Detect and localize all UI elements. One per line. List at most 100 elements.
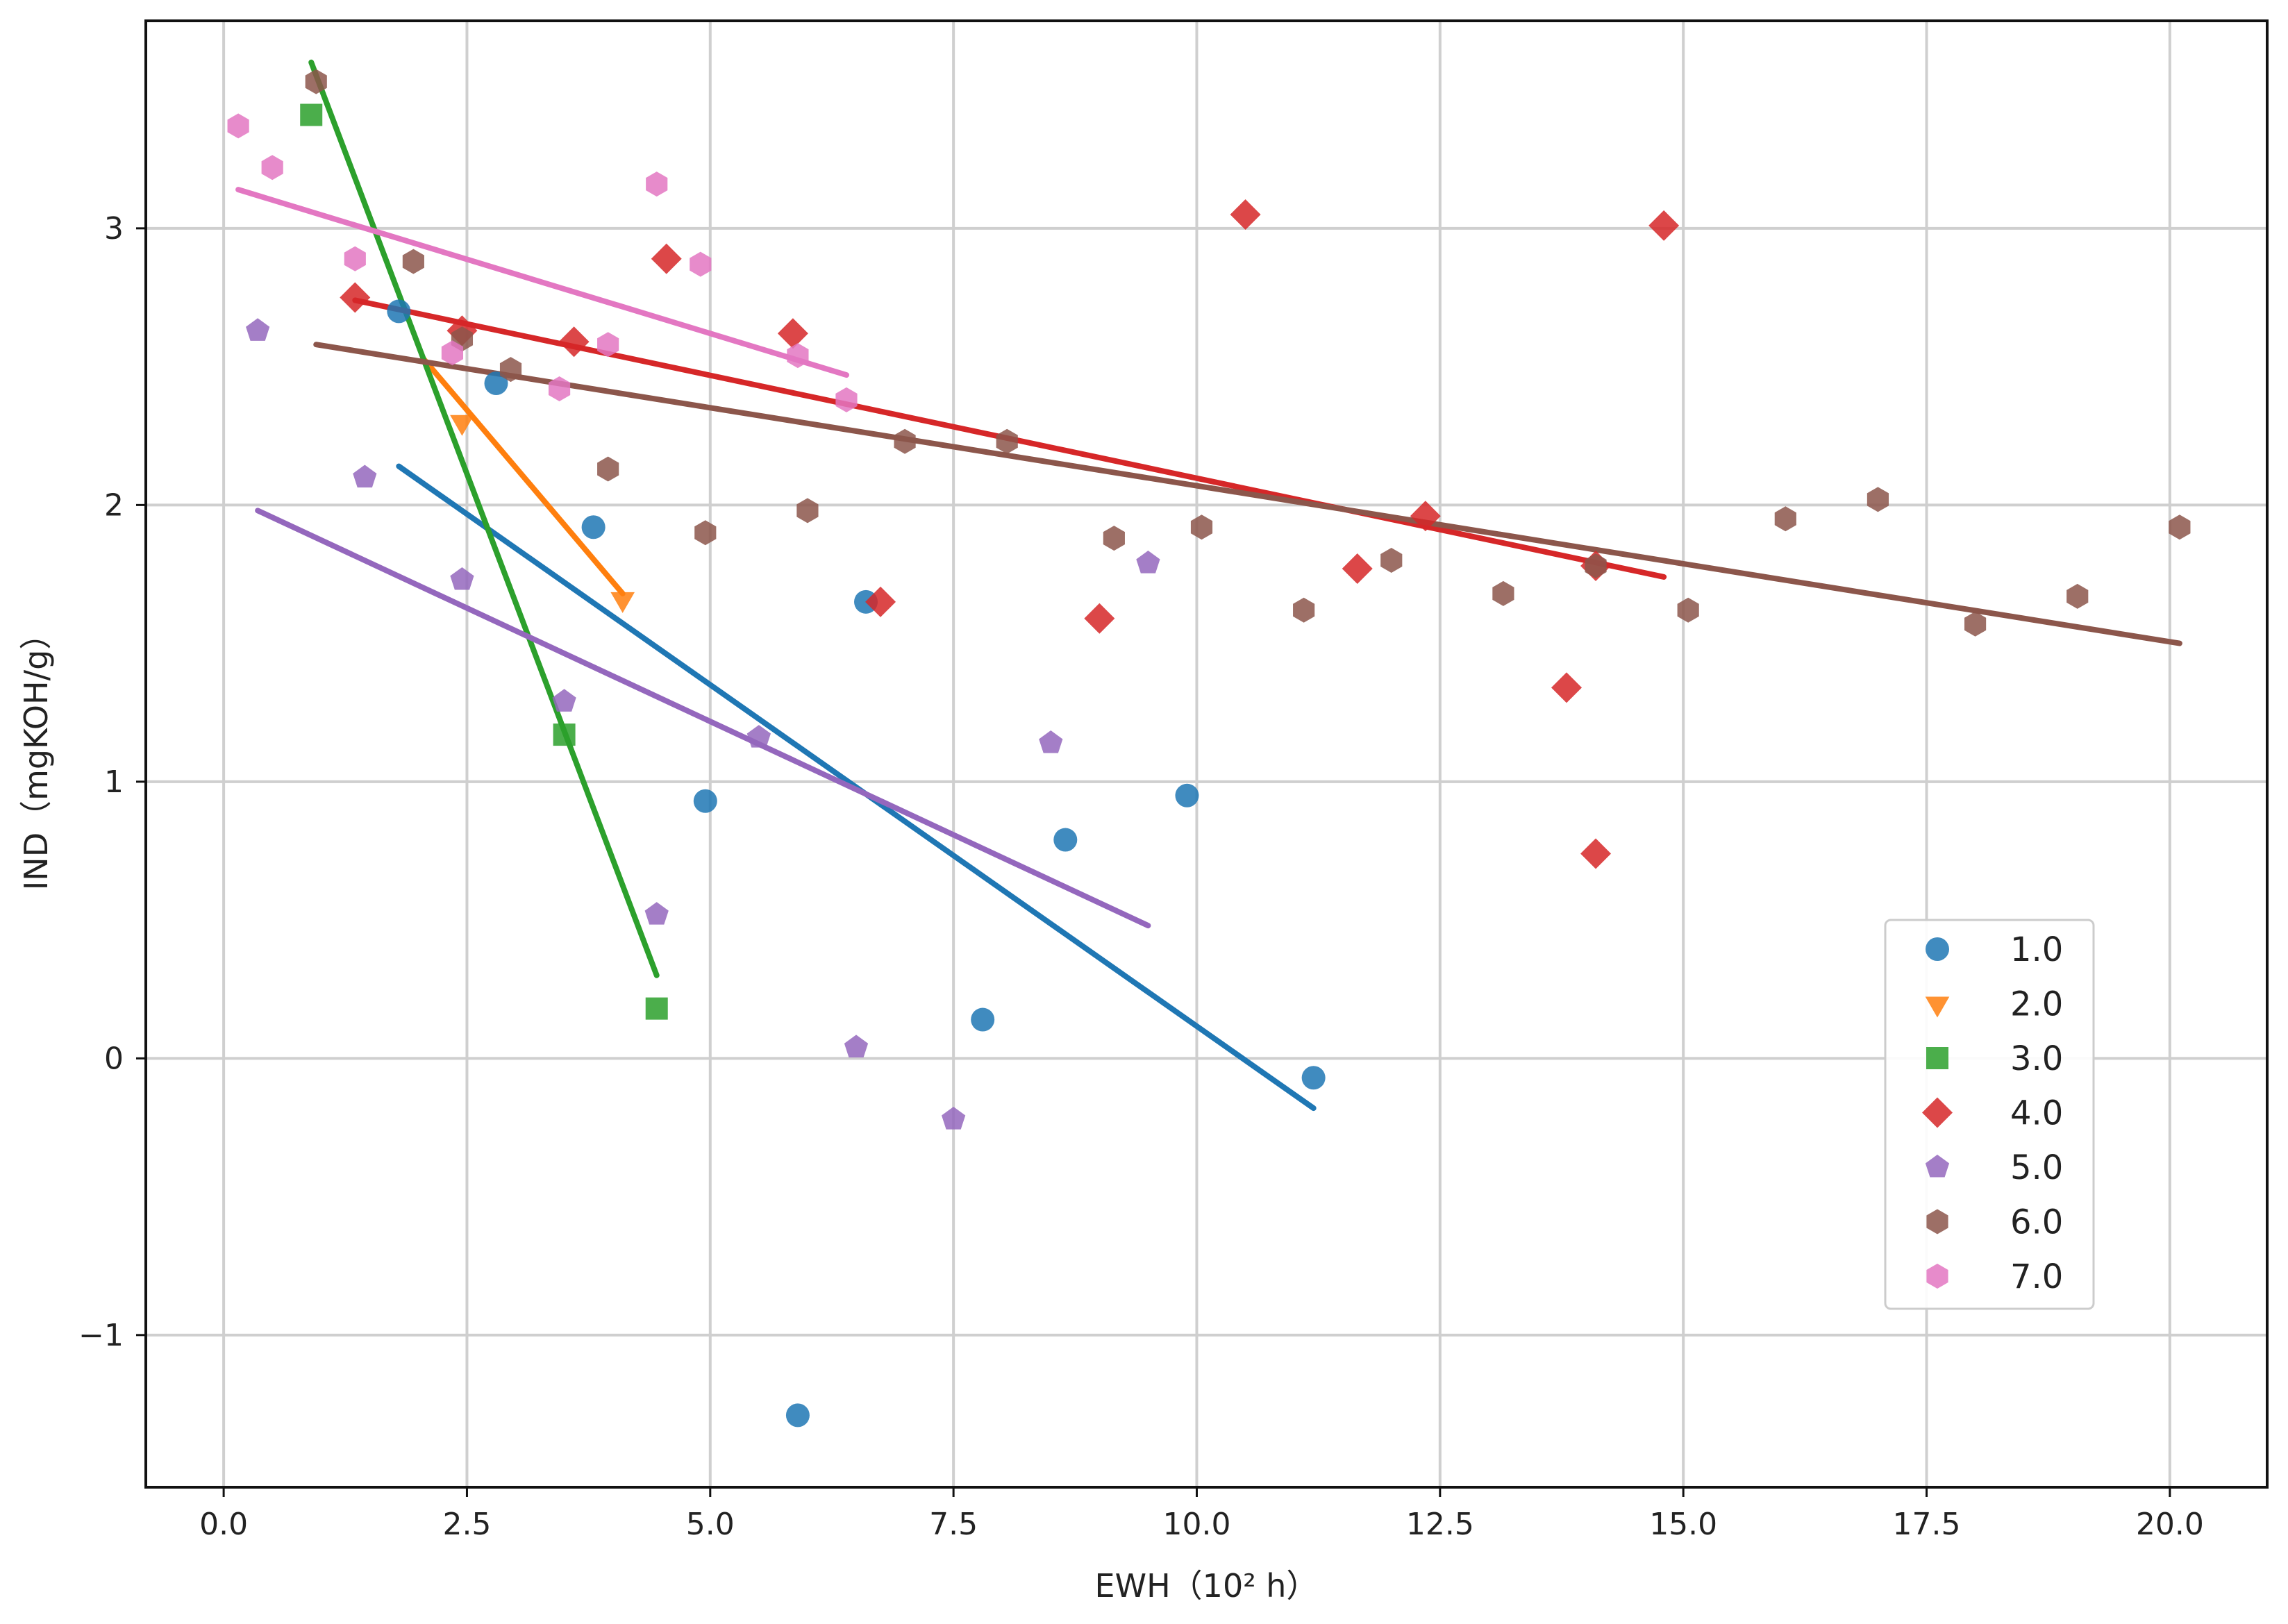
x-tick-label: 20.0 <box>2136 1507 2204 1542</box>
data-point-series-4.0 <box>1084 603 1115 634</box>
legend-label: 5.0 <box>2010 1148 2063 1187</box>
data-point-series-1.0 <box>1301 1066 1326 1090</box>
legend-label: 4.0 <box>2010 1094 2063 1133</box>
x-axis-label: EWH（10² h） <box>1095 1567 1319 1605</box>
data-point-series-4.0 <box>1648 210 1680 241</box>
fit-line-series-7.0 <box>235 187 849 378</box>
legend-marker-4.0 <box>1922 1097 1953 1128</box>
legend-label: 1.0 <box>2010 930 2063 969</box>
fit-line-series-5.0 <box>255 508 1151 929</box>
data-point-series-7.0 <box>441 340 464 366</box>
data-point-series-6.0 <box>1103 526 1125 551</box>
x-tick-label: 7.5 <box>929 1507 978 1542</box>
legend-marker-7.0 <box>1926 1264 1948 1289</box>
data-point-series-6.0 <box>694 520 717 546</box>
legend-label: 6.0 <box>2010 1203 2063 1242</box>
data-point-series-6.0 <box>1585 553 1607 579</box>
x-tick-label: 17.5 <box>1893 1507 1961 1542</box>
data-point-series-5.0 <box>746 725 771 748</box>
data-point-series-7.0 <box>597 332 619 358</box>
data-point-series-2.0 <box>610 592 635 613</box>
x-tick-label: 12.5 <box>1406 1507 1474 1542</box>
data-point-series-4.0 <box>1551 672 1583 703</box>
data-point-series-7.0 <box>835 387 858 412</box>
legend-marker-1.0 <box>1926 937 1949 961</box>
data-point-series-6.0 <box>1380 548 1403 574</box>
data-point-series-5.0 <box>1039 730 1063 753</box>
legend-marker-6.0 <box>1926 1209 1948 1234</box>
data-point-series-5.0 <box>246 318 270 341</box>
data-point-series-6.0 <box>996 428 1018 454</box>
data-point-series-4.0 <box>777 318 808 349</box>
data-point-series-5.0 <box>353 464 377 488</box>
data-point-series-1.0 <box>581 515 606 539</box>
data-point-series-6.0 <box>1677 597 1699 623</box>
legend-marker-3.0 <box>1926 1047 1948 1069</box>
x-tick-label: 0.0 <box>199 1507 248 1542</box>
data-point-series-5.0 <box>450 567 474 590</box>
data-point-series-6.0 <box>1293 597 1315 623</box>
data-point-series-5.0 <box>644 902 669 925</box>
data-point-series-1.0 <box>1053 828 1078 852</box>
data-point-series-4.0 <box>651 243 682 274</box>
data-point-series-4.0 <box>1580 838 1612 869</box>
legend: 1.0 2.0 3.0 4.0 5.0 6.0 7.0 <box>1884 919 2095 1310</box>
x-axis-ticks: 0.0 2.5 5.0 7.5 10.0 12.5 15.0 17.5 20.0 <box>199 1487 2204 1542</box>
data-point-series-5.0 <box>552 689 576 712</box>
data-point-series-7.0 <box>690 251 712 277</box>
grid-lines <box>146 21 2267 1487</box>
data-point-series-7.0 <box>646 171 668 197</box>
data-point-series-5.0 <box>1136 551 1160 574</box>
data-point-series-6.0 <box>305 69 327 94</box>
data-point-series-6.0 <box>894 428 916 454</box>
data-point-series-3.0 <box>553 723 576 746</box>
data-point-series-6.0 <box>402 249 424 274</box>
data-point-series-3.0 <box>300 103 323 126</box>
data-point-series-5.0 <box>844 1035 869 1057</box>
plot-frame <box>144 19 2269 1489</box>
data-point-series-7.0 <box>787 343 809 369</box>
data-point-series-4.0 <box>1230 199 1261 230</box>
data-point-series-7.0 <box>344 246 366 271</box>
y-tick-label: 2 <box>104 487 124 523</box>
data-point-series-1.0 <box>785 1403 810 1428</box>
data-point-series-4.0 <box>340 282 371 313</box>
data-point-series-3.0 <box>645 997 668 1020</box>
y-tick-label: 3 <box>104 211 124 246</box>
data-point-series-6.0 <box>597 456 619 482</box>
legend-label: 2.0 <box>2010 985 2063 1024</box>
x-tick-label: 2.5 <box>442 1507 491 1542</box>
data-point-series-4.0 <box>865 586 896 617</box>
data-point-series-5.0 <box>942 1107 966 1130</box>
data-point-series-1.0 <box>693 789 717 813</box>
x-tick-label: 5.0 <box>686 1507 735 1542</box>
data-points <box>227 69 2191 1428</box>
data-point-series-1.0 <box>1175 783 1199 807</box>
data-point-series-1.0 <box>387 299 411 324</box>
fit-line-series-2.0 <box>420 355 626 596</box>
data-point-series-7.0 <box>548 376 571 401</box>
legend-marker-5.0 <box>1925 1155 1950 1178</box>
fit-line-series-6.0 <box>313 342 2182 646</box>
data-point-series-6.0 <box>1867 487 1889 512</box>
data-point-series-7.0 <box>261 155 283 181</box>
data-point-series-4.0 <box>1410 501 1441 532</box>
data-point-series-6.0 <box>1964 611 1987 637</box>
data-point-series-6.0 <box>796 498 819 524</box>
data-point-series-7.0 <box>227 113 249 139</box>
legend-label: 3.0 <box>2010 1039 2063 1078</box>
data-point-series-6.0 <box>499 357 522 383</box>
data-point-series-6.0 <box>2066 583 2089 609</box>
y-tick-label: −1 <box>78 1318 124 1353</box>
data-point-series-4.0 <box>1342 553 1373 585</box>
y-tick-label: 1 <box>104 764 124 800</box>
y-tick-label: 0 <box>104 1041 124 1076</box>
legend-marker-2.0 <box>1925 996 1950 1018</box>
x-tick-label: 15.0 <box>1649 1507 1717 1542</box>
y-axis-ticks: −1 0 1 2 3 <box>78 211 146 1353</box>
x-tick-label: 10.0 <box>1163 1507 1231 1542</box>
data-point-series-6.0 <box>1492 580 1514 606</box>
data-point-series-4.0 <box>558 326 590 358</box>
